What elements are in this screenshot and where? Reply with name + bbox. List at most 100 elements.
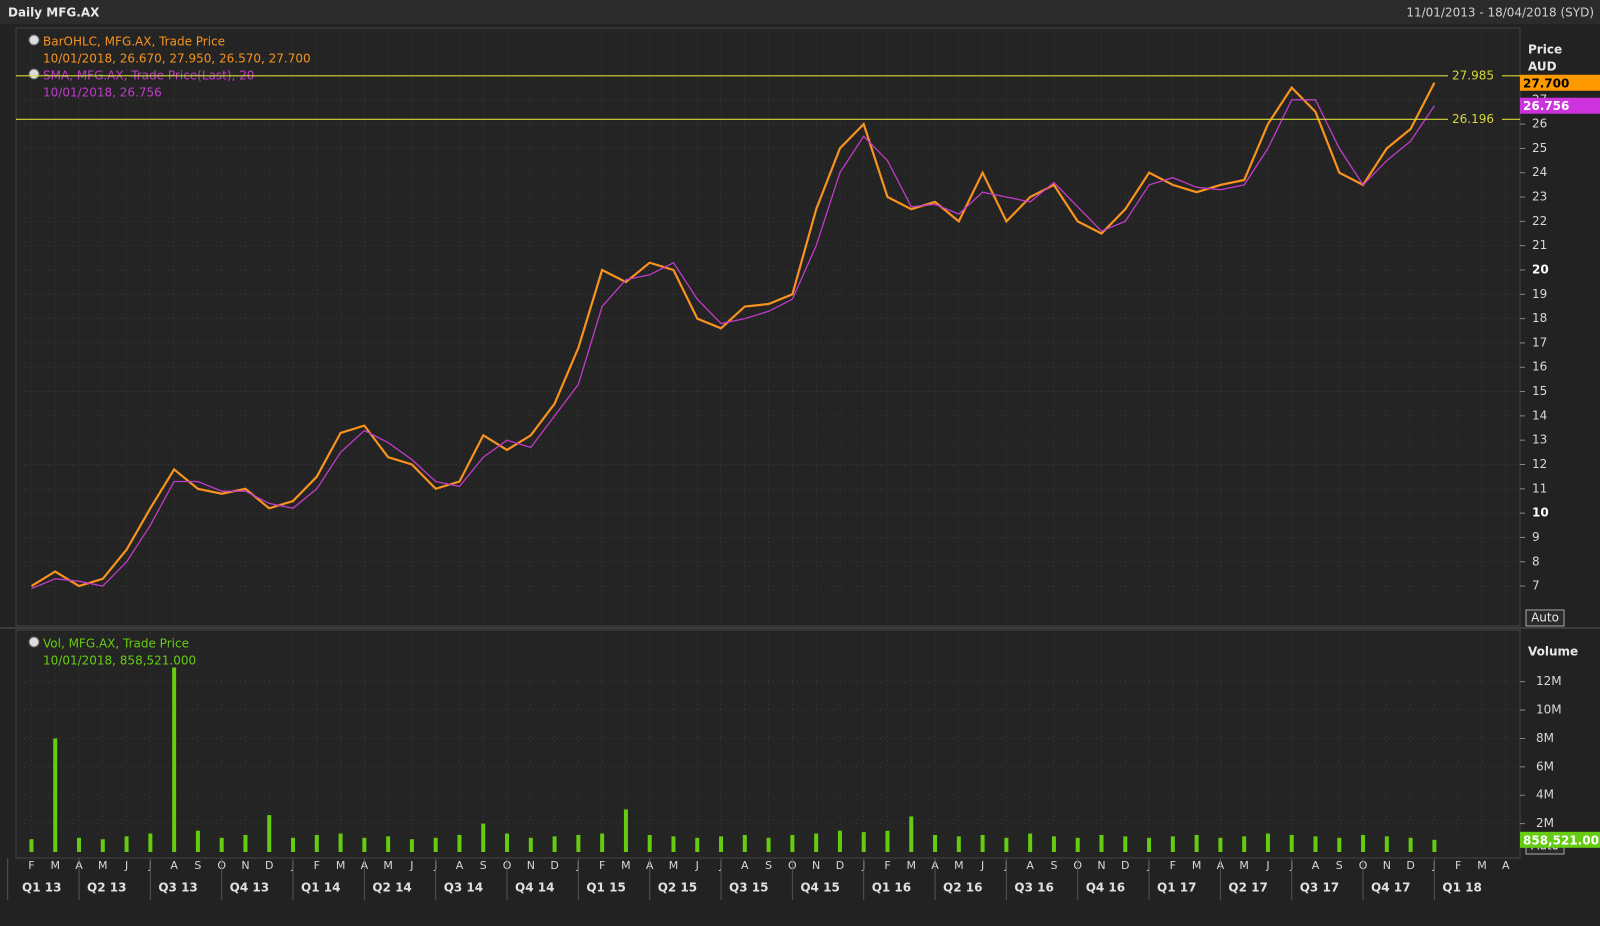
y-tick-label: 10 — [1532, 506, 1549, 520]
title-bar — [0, 0, 1600, 24]
x-month-label: N — [812, 859, 820, 872]
volume-bar — [1028, 833, 1033, 852]
x-month-label: A — [170, 859, 178, 872]
last-value-tag — [1520, 97, 1600, 114]
x-month-label: J — [124, 859, 128, 872]
y-tick-label: 6M — [1536, 759, 1554, 773]
y-tick-label: 15 — [1532, 384, 1547, 398]
volume-bar — [172, 667, 177, 852]
x-month-label: D — [1121, 859, 1129, 872]
x-month-label: A — [1312, 859, 1320, 872]
volume-bar — [1004, 837, 1009, 852]
x-quarter-label: Q1 13 — [22, 881, 61, 895]
x-month-label: J — [695, 859, 699, 872]
x-month-label: M — [383, 859, 393, 872]
volume-bar — [600, 833, 605, 852]
hline-label: 26.196 — [1452, 112, 1494, 126]
volume-bar — [409, 839, 414, 852]
hline-label-bg — [1448, 67, 1502, 84]
volume-bar — [1170, 836, 1175, 852]
x-month-label: M — [1239, 859, 1249, 872]
x-month-label: M — [954, 859, 964, 872]
volume-bar — [195, 830, 200, 852]
volume-bar — [100, 839, 105, 852]
x-quarter-label: Q2 14 — [372, 881, 411, 895]
y-tick-label: 20 — [1532, 262, 1549, 276]
y-tick-label: 23 — [1532, 190, 1547, 204]
x-month-label: F — [314, 859, 320, 872]
volume-bar — [1384, 836, 1389, 852]
x-month-label: M — [50, 859, 60, 872]
y-tick-label: 8 — [1532, 554, 1540, 568]
x-month-label: N — [1383, 859, 1391, 872]
legend-readout: 10/01/2018, 26.756 — [43, 86, 162, 100]
x-quarter-label: Q1 16 — [872, 881, 911, 895]
last-value-tag — [1520, 831, 1600, 848]
volume-bar — [124, 836, 129, 852]
x-month-label: J — [980, 859, 984, 872]
volume-bar — [1337, 837, 1342, 852]
y-tick-label: 12 — [1532, 457, 1547, 471]
volume-bar — [243, 834, 248, 852]
x-quarter-label: Q3 15 — [729, 881, 768, 895]
x-month-label: S — [1336, 859, 1343, 872]
scale-mode-button[interactable] — [1525, 609, 1565, 627]
volume-bar — [623, 809, 628, 852]
volume-bar — [386, 836, 391, 852]
volume-bar — [980, 834, 985, 852]
volume-bar — [766, 837, 771, 852]
x-quarter-label: Q4 13 — [230, 881, 269, 895]
x-month-label: M — [336, 859, 346, 872]
volume-bar — [695, 837, 700, 852]
volume-bar — [29, 839, 34, 852]
x-month-label: J — [409, 859, 413, 872]
volume-bar — [576, 834, 581, 852]
volume-bar — [1194, 834, 1199, 852]
y-tick-label: 25 — [1532, 141, 1547, 155]
x-quarter-label: Q1 17 — [1157, 881, 1196, 895]
volume-bar — [790, 834, 795, 852]
scale-mode-label[interactable]: Auto — [1531, 611, 1559, 625]
volume-bar — [885, 830, 890, 852]
x-month-label: F — [1455, 859, 1461, 872]
x-quarter-label: Q3 14 — [444, 881, 483, 895]
x-month-label: N — [1097, 859, 1105, 872]
x-quarter-label: Q4 17 — [1371, 881, 1410, 895]
volume-bar — [909, 816, 914, 852]
volume-bar — [1075, 837, 1080, 852]
x-month-label: D — [550, 859, 558, 872]
y-tick-label: 10M — [1536, 703, 1562, 717]
volume-bar — [837, 830, 842, 852]
x-month-label: S — [194, 859, 201, 872]
y-tick-label: 13 — [1532, 433, 1547, 447]
volume-bar — [956, 836, 961, 852]
legend-name: BarOHLC, MFG.AX, Trade Price — [43, 35, 225, 49]
x-quarter-label: Q2 13 — [87, 881, 126, 895]
volume-bar — [1218, 837, 1223, 852]
x-month-label: M — [98, 859, 108, 872]
volume-bar — [148, 833, 153, 852]
volume-bar — [647, 834, 652, 852]
x-quarter-label: Q3 17 — [1300, 881, 1339, 895]
price-line — [30, 82, 1436, 588]
sma-line — [31, 99, 1435, 590]
x-month-label: F — [1170, 859, 1176, 872]
y-tick-label: 17 — [1532, 335, 1547, 349]
x-month-label: A — [741, 859, 749, 872]
x-quarter-label: Q4 15 — [800, 881, 839, 895]
volume-bar — [1242, 836, 1247, 852]
legend-icon[interactable] — [28, 636, 40, 648]
x-month-label: A — [1026, 859, 1034, 872]
last-value-tag-label: 858,521.00 — [1523, 833, 1599, 847]
volume-bar — [719, 836, 724, 852]
y-tick-label: 7 — [1532, 579, 1540, 593]
legend-icon[interactable] — [28, 68, 40, 80]
volume-bar — [505, 833, 510, 852]
x-quarter-label: Q1 18 — [1442, 881, 1481, 895]
x-month-label: S — [480, 859, 487, 872]
legend-icon[interactable] — [28, 34, 40, 46]
volume-bar — [1432, 839, 1437, 852]
y-axis-unit: AUD — [1528, 60, 1557, 74]
y-tick-label: 8M — [1536, 731, 1554, 745]
